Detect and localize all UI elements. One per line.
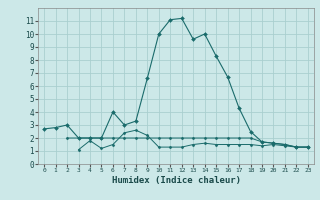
X-axis label: Humidex (Indice chaleur): Humidex (Indice chaleur) xyxy=(111,176,241,185)
